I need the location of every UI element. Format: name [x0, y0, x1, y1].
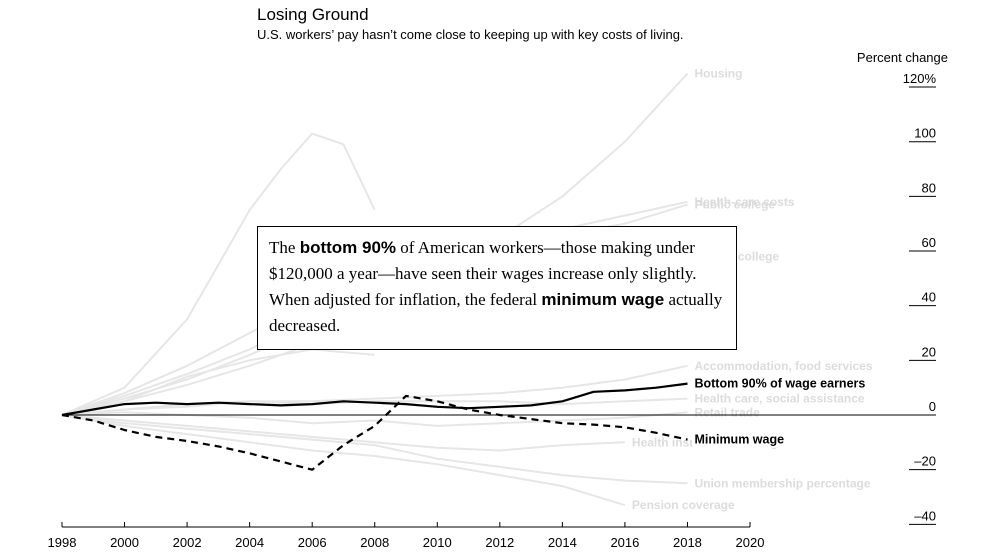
- x-tick-label: 2008: [360, 535, 389, 550]
- y-gridline-group: [909, 86, 936, 525]
- x-tick-label: 2020: [736, 535, 765, 550]
- background-line-union-membership-percentage: [61, 414, 688, 485]
- y-axis-label: Percent change: [857, 50, 948, 65]
- background-line-accommodation-food-services: [61, 364, 688, 416]
- chart-title: Losing Ground: [257, 5, 369, 24]
- y-tick-label: –40: [914, 508, 936, 523]
- background-line-health-insurance-coverage: [61, 414, 625, 452]
- series-label-minimum-wage: Minimum wage: [694, 433, 784, 447]
- y-tick-label: 0: [929, 399, 936, 414]
- series-line-minimum-wage: [61, 394, 688, 471]
- annotation-bold-minimum-wage: minimum wage: [541, 290, 665, 309]
- y-tick-label: 20: [922, 344, 936, 359]
- x-tick-group: 1998 2000 2002 2004 2006 2008 2010 2012 2014 2016…: [48, 522, 765, 550]
- background-line-unlabeled-11: [61, 348, 375, 416]
- background-label-pension-coverage: Pension coverage: [632, 498, 735, 512]
- background-label-housing: Housing: [694, 66, 742, 80]
- x-tick-label: 2002: [173, 535, 202, 550]
- background-label-retail-trade: Retail trade: [694, 405, 760, 419]
- annotation-text: of American workers—those making under $…: [269, 238, 697, 309]
- y-tick-label: 80: [922, 180, 936, 195]
- background-series-group: [61, 72, 689, 507]
- background-label-health-care-social-assistance: Health care, social assistance: [694, 392, 864, 406]
- chart-subtitle: U.S. workers’ pay hasn’t come close to k…: [257, 27, 684, 42]
- x-tick-label: 2016: [610, 535, 639, 550]
- background-label-health-care-costs: Health-care costs: [694, 195, 794, 209]
- x-tick-label: 1998: [48, 535, 77, 550]
- background-line-unlabeled-10: [61, 132, 376, 416]
- highlight-series-group: [61, 382, 688, 471]
- annotation-box: The bottom 90% of American workers—those…: [257, 226, 737, 350]
- y-tick-label: 40: [922, 290, 936, 305]
- annotation-bold-bottom90: bottom 90%: [299, 238, 397, 257]
- series-label-bottom-90-of-wage-earners: Bottom 90% of wage earners: [694, 377, 865, 391]
- highlight-label-group: Bottom 90% of wage earners Minimum wage: [692, 375, 886, 448]
- background-line-retail-trade: [61, 411, 688, 427]
- annotation-text: actually decreased.: [269, 290, 723, 335]
- background-line-health-care-social-assistance: [61, 397, 688, 416]
- series-label-background: [692, 375, 886, 392]
- x-tick-label: 2010: [423, 535, 452, 550]
- background-line-pension-coverage: [61, 414, 626, 507]
- x-tick-label: 2014: [548, 535, 577, 550]
- annotation-text: The: [269, 238, 300, 257]
- y-tick-label: 60: [922, 235, 936, 250]
- x-tick-label: 2012: [485, 535, 514, 550]
- background-label-public-college: Public college: [694, 198, 775, 212]
- background-label-union-membership-percentage: Union membership percentage: [694, 476, 870, 490]
- background-label-accommodation-food-services: Accommodation, food services: [694, 359, 872, 373]
- series-label-background: [692, 431, 785, 448]
- y-tick-label: 100: [914, 126, 936, 141]
- y-tick-label: –20: [914, 454, 936, 469]
- x-tick-label: 2018: [673, 535, 702, 550]
- x-tick-label: 2000: [110, 535, 139, 550]
- y-tick-group: 120% 100 80 60 40 20 0 –20 –40: [903, 71, 937, 523]
- series-line-bottom-90-of-wage-earners: [61, 382, 688, 417]
- x-tick-label: 2004: [235, 535, 264, 550]
- x-tick-label: 2006: [298, 535, 327, 550]
- y-tick-label: 120%: [903, 71, 937, 86]
